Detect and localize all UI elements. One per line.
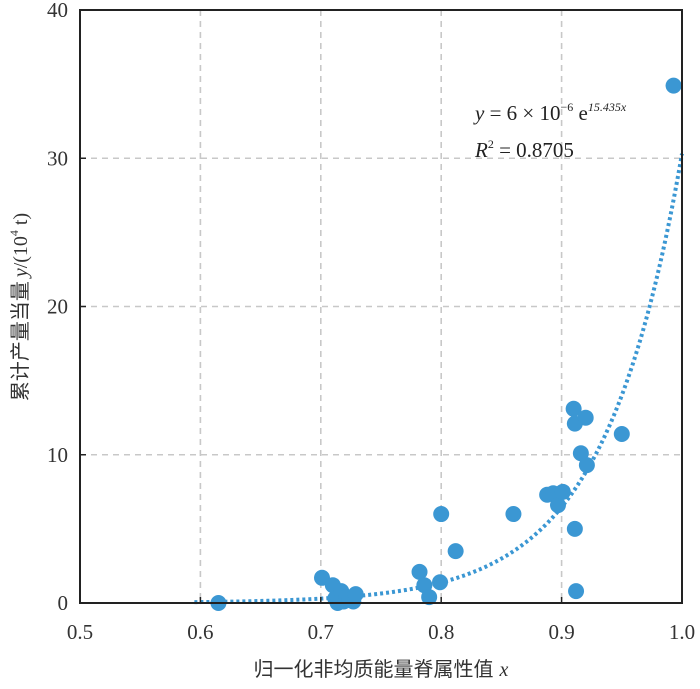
fit-r-squared: R2 = 0.8705 [474,137,574,162]
fit-equation: y = 6 × 10−6 e15.435x [473,100,627,125]
data-point [613,425,630,442]
x-axis-label: 归一化非均质能量脊属性值 x [254,657,509,681]
data-point [421,589,438,606]
data-point [566,520,583,537]
r-squared-var: R [474,138,488,162]
x-tick-label: 0.6 [187,620,213,644]
r-squared-value: = 0.8705 [494,138,574,162]
data-point [505,506,522,523]
data-point [347,586,364,603]
axis-ticks: 0.5 0.6 0.7 0.8 0.9 1.0 0 10 20 30 40 [47,0,695,644]
x-axis-label-text: 归一化非均质能量脊属性值 [254,657,494,681]
x-axis-label-var: x [499,659,509,681]
r-squared-exp: 2 [488,137,494,151]
y-tick-label: 30 [47,146,68,170]
y-tick-label: 10 [47,443,68,467]
equation-body: = 6 × 10 [484,101,560,125]
data-point [549,497,566,514]
fit-curve-layer [194,153,684,605]
y-tick-label: 0 [58,591,69,615]
x-tick-label: 0.9 [548,620,574,644]
data-point [411,563,428,580]
equation-exponent-2: 15.435x [588,100,627,114]
y-axis-label-text: 累计产量当量 [8,281,32,401]
data-points [210,77,682,611]
data-point [577,409,594,426]
equation-y-var: y [473,101,485,125]
data-point [433,506,450,523]
data-point [665,77,682,94]
data-point [554,483,571,500]
y-axis-label-unit-open: /(10 [10,236,32,268]
y-axis-label-unit-close: t) [10,213,32,230]
y-tick-label: 40 [47,0,68,22]
data-point [572,445,589,462]
x-tick-label: 1.0 [669,620,695,644]
data-point [447,543,464,560]
data-point [431,574,448,591]
y-axis-label: 累计产量当量 y/(104 t) [7,213,32,401]
data-point [578,457,595,474]
y-axis-label-var: y [10,268,32,279]
grid [80,10,682,603]
equation-exponent-1: −6 [561,100,574,114]
x-tick-label: 0.7 [308,620,334,644]
equation-e: e [573,101,588,125]
y-axis-label-unit-exp: 4 [7,230,21,236]
x-tick-label: 0.5 [67,620,93,644]
y-tick-label: 20 [47,295,68,319]
data-point [568,583,585,600]
x-tick-label: 0.8 [428,620,454,644]
fit-curve [194,153,684,605]
data-point [565,400,582,417]
